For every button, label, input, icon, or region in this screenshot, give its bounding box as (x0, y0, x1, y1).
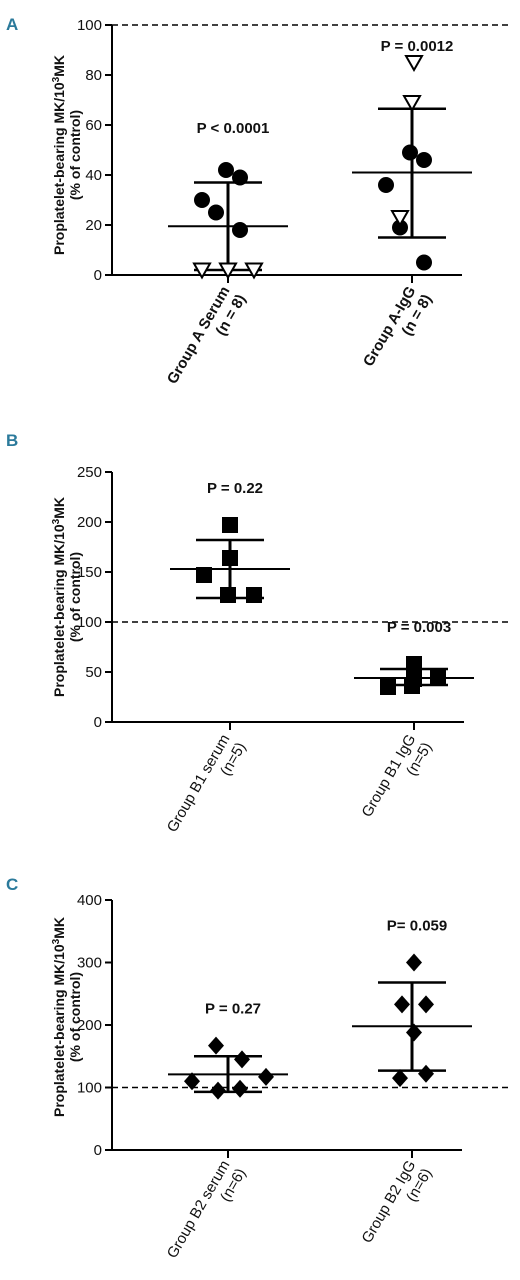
panel-c-data-point-diamond (232, 1079, 248, 1098)
panel-letter-a: A (6, 15, 18, 34)
panel-b-ytick-label: 150 (77, 564, 102, 581)
panel-c-ytick-label: 100 (77, 1080, 102, 1097)
svg-text:Proplatelet-bearing MK/103MK: Proplatelet-bearing MK/103MK (51, 917, 68, 1117)
panel-c-ylabel: Proplatelet-bearing MK/103MK (% of contr… (51, 917, 84, 1117)
panel-b-data-point-square (404, 678, 420, 694)
panel-b-data-point-square (380, 679, 396, 695)
panel-c-data-point-diamond (392, 1069, 408, 1088)
svg-text:Proplatelet-bearing MK/103MK: Proplatelet-bearing MK/103MK (51, 497, 68, 697)
panel-a-ytick-label: 100 (77, 17, 102, 34)
panel-c-xlabels: Group B2 serum (n=6) Group B2 IgG (n=6) (164, 1158, 436, 1262)
panel-a-data-point-circle (402, 144, 418, 161)
panel-a-data-point-circle (416, 152, 432, 168)
panel-a-data-point-triangle (390, 210, 410, 228)
panel-b-ytick-label: 250 (77, 464, 102, 481)
panel-b-ytick-label: 100 (77, 614, 102, 631)
panel-b-data-point-square (220, 587, 236, 603)
panel-a-data-point-circle (194, 192, 210, 208)
panel-c-plot: 0 100 200 300 400 P = 0.27 P= 0.059 (77, 892, 512, 1159)
panel-b-data-point-square (222, 550, 238, 566)
panel-b-data-point-square (196, 567, 212, 583)
panel-a-p-value: P = 0.0012 (381, 38, 454, 55)
panel-a-data-point-triangle (402, 95, 422, 113)
panel-a-data-point-circle (218, 162, 234, 178)
x-label-group-b2-igg: Group B2 IgG (358, 1158, 419, 1247)
panel-b-ytick-label: 50 (85, 664, 102, 681)
panel-letter-b: B (6, 431, 18, 450)
panel-c-p-value: P = 0.27 (205, 1001, 261, 1018)
panel-c-ytick-label: 300 (77, 955, 102, 972)
panel-a-ytick-label: 0 (94, 267, 102, 284)
panel-c-data-point-diamond (208, 1036, 224, 1055)
panel-b-data-point-square (406, 656, 422, 672)
panel-b-p-value: P = 0.003 (387, 619, 451, 636)
panel-a-ytick-label: 20 (85, 217, 102, 234)
panel-c-p-value: P= 0.059 (387, 918, 447, 935)
panel-b-p-value: P = 0.22 (207, 480, 263, 497)
svg-text:(% of control): (% of control) (67, 972, 83, 1062)
panel-b-ytick-label: 0 (94, 714, 102, 731)
panel-b-ytick-label: 200 (77, 514, 102, 531)
panel-a-data-point-circle (392, 219, 408, 236)
panel-a-data-point-circle (208, 204, 224, 221)
panel-a-ylabel: Proplatelet-bearing MK/103MK (% of contr… (51, 55, 84, 255)
panel-c-data-point-diamond (394, 995, 410, 1014)
panel-c-data-point-diamond (418, 1064, 434, 1083)
panel-a-data-point-circle (416, 254, 432, 271)
panel-a-data-point-circle (378, 177, 394, 193)
panel-c-data-point-diamond (234, 1050, 250, 1069)
panel-b-ylabel: Proplatelet-bearing MK/103MK (% of contr… (51, 497, 84, 697)
panel-a-data-point-triangle (218, 262, 238, 280)
panel-a-ytick-label: 80 (85, 67, 102, 84)
panel-a-ytick-label: 60 (85, 117, 102, 134)
panel-c-data-point-diamond (258, 1067, 274, 1086)
panel-a-data-point-triangle (192, 262, 212, 280)
panel-c-data-point-diamond (406, 953, 422, 972)
panel-a-p-value: P < 0.0001 (197, 120, 270, 137)
panel-b-data-point-square (246, 587, 262, 603)
panel-c-data-point-diamond (210, 1081, 226, 1100)
panel-a-data-point-circle (232, 169, 248, 186)
panel-b-xlabels: Group B1 serum (n=5) Group B1 IgG (n=5) (164, 732, 436, 836)
panel-a-data-point-circle (232, 222, 248, 238)
panel-b-data-point-square (222, 517, 238, 533)
panel-c-ytick-label: 400 (77, 892, 102, 909)
panel-c-data-point-diamond (406, 1023, 422, 1042)
panel-c-data-point-diamond (418, 995, 434, 1014)
panel-c-data-point-diamond (184, 1072, 200, 1091)
panel-a-xlabels: Group A Serum (n = 8) Group A-IgG (n = 8… (164, 284, 436, 388)
panel-c-ytick-label: 200 (77, 1017, 102, 1034)
panel-a-data-point-triangle (244, 262, 264, 280)
panel-a-data-point-triangle (404, 55, 424, 73)
svg-text:(% of control): (% of control) (67, 552, 83, 642)
x-label-group-b1-igg: Group B1 IgG (358, 732, 419, 821)
panel-c-ytick-label: 0 (94, 1142, 102, 1159)
panel-a-plot: 0 20 40 60 80 100 P < 0.0001 P = 0.0012 (77, 17, 512, 284)
x-label-group-b1-serum: Group B1 serum (164, 732, 234, 836)
panel-b-plot: 0 50 100 150 200 250 P = 0.22 P = 0.003 (77, 464, 512, 731)
svg-text:Proplatelet-bearing MK/103MK: Proplatelet-bearing MK/103MK (51, 55, 68, 255)
svg-text:(% of control): (% of control) (67, 110, 83, 200)
panel-letter-c: C (6, 875, 18, 894)
panel-b-data-point-square (430, 668, 446, 684)
x-label-group-b2-serum: Group B2 serum (164, 1158, 234, 1262)
panel-a-ytick-label: 40 (85, 167, 102, 184)
